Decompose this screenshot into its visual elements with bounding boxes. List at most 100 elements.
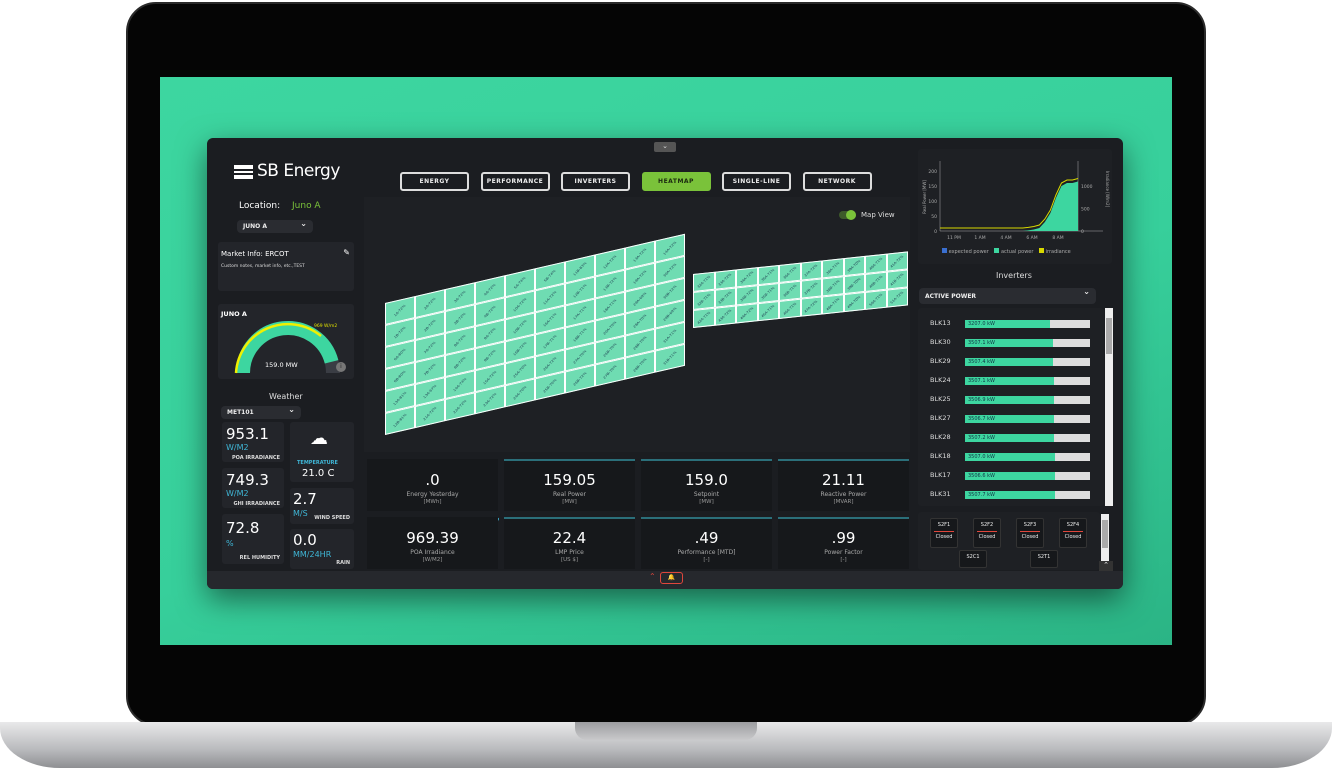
heatmap-tile[interactable]: 46A-71% xyxy=(779,298,801,319)
x-tick: 1 AM xyxy=(974,235,985,241)
weather-station-select[interactable]: MET101 xyxy=(221,405,301,419)
inverter-row[interactable]: BLK29 3507.4 kW xyxy=(930,357,1105,376)
legend-expected-swatch xyxy=(942,248,947,253)
heatmap-tile[interactable]: 39B-70% xyxy=(843,273,865,295)
inverter-row[interactable]: BLK18 3507.0 kW xyxy=(930,452,1105,471)
heatmap-tile[interactable]: 38B-71% xyxy=(822,276,844,297)
inverter-bar: 3506.7 kW xyxy=(965,415,1090,423)
inverter-row[interactable]: BLK30 3507.1 kW xyxy=(930,338,1105,357)
legend-irradiance-swatch xyxy=(1039,248,1045,253)
heatmap-tile[interactable]: 32A-71% xyxy=(693,271,715,292)
inverter-row[interactable]: BLK24 3507.1 kW xyxy=(930,376,1105,395)
info-icon[interactable]: i xyxy=(336,362,346,372)
inverter-name: BLK25 xyxy=(930,395,951,403)
tile-label: 30B-72% xyxy=(662,284,678,300)
heatmap-tile[interactable]: 47A-72% xyxy=(800,296,822,317)
location-select[interactable]: JUNO A xyxy=(237,219,313,233)
heatmap-tile[interactable]: 49A-70% xyxy=(843,291,865,313)
kpi-value: 21.11 xyxy=(822,471,865,489)
inverter-row[interactable]: BLK17 3506.6 kW xyxy=(930,471,1105,490)
cloud-icon: ☁ xyxy=(310,428,328,449)
tab-network[interactable]: NETWORK xyxy=(802,172,872,191)
breaker-s2c1[interactable]: S2C1 xyxy=(959,550,987,568)
heatmap-tile[interactable]: 40B-71% xyxy=(865,271,887,292)
breaker-switch-icon xyxy=(1063,531,1083,534)
kpi-label: Energy Yesterday xyxy=(406,491,459,498)
inverter-name: BLK29 xyxy=(930,357,951,365)
tab-heatmap[interactable]: HEATMAP xyxy=(641,172,711,191)
heatmap-tile[interactable]: 37B-72% xyxy=(800,278,822,299)
heatmap-tile[interactable]: 40A-71% xyxy=(865,253,887,274)
heatmap-tile[interactable]: 32B-71% xyxy=(693,289,715,310)
breaker-s2f2[interactable]: S2F2 Closed xyxy=(973,518,1001,548)
kpi-value: 22.4 xyxy=(552,529,587,547)
breaker-s2f1[interactable]: S2F1 Closed xyxy=(930,518,958,548)
heatmap-tile[interactable]: 39A-70% xyxy=(843,255,865,277)
inverter-metric-select[interactable]: ACTIVE POWER xyxy=(919,287,1096,304)
heatmap-tile[interactable]: 38A-71% xyxy=(822,258,844,279)
heatmap-tile[interactable]: 35B-71% xyxy=(757,282,779,304)
inverter-row[interactable]: BLK28 3507.2 kW xyxy=(930,433,1105,452)
inverter-row[interactable]: BLK31 3507.7 kW xyxy=(930,490,1105,509)
collapse-top-button[interactable]: ⌄ xyxy=(654,142,676,152)
heatmap-tile[interactable]: 51A-72% xyxy=(886,287,908,308)
power-gauge xyxy=(234,321,340,374)
kpi-card: .99 Power Factor [-] xyxy=(778,517,909,569)
heatmap-tile[interactable]: 41A-72% xyxy=(886,251,908,272)
heatmap-tile[interactable]: 41B-72% xyxy=(886,269,908,290)
inverter-row[interactable]: BLK13 3207.0 kW xyxy=(930,319,1105,338)
inverter-row[interactable]: BLK27 3506.7 kW xyxy=(930,414,1105,433)
heatmap-tile[interactable]: 50A-71% xyxy=(865,289,887,310)
inverter-name: BLK30 xyxy=(930,338,951,346)
tile-label: 12B-81% xyxy=(392,412,408,429)
inverter-list-scrollbar[interactable] xyxy=(1105,308,1113,506)
inverter-value: 3507.7 kW xyxy=(965,491,1055,499)
breaker-panel-scrollbar[interactable] xyxy=(1101,514,1109,562)
breaker-name: S2T1 xyxy=(1037,554,1051,560)
laptop-notch xyxy=(575,722,757,740)
edit-icon[interactable]: ✎ xyxy=(343,248,350,257)
tab-performance[interactable]: PERFORMANCE xyxy=(480,172,550,191)
tile-label: 12A-72% xyxy=(602,254,618,270)
tile-label: 29A-69% xyxy=(632,291,648,307)
logo-icon xyxy=(234,165,253,179)
heatmap-tile[interactable]: 34A-72% xyxy=(736,267,758,288)
heatmap-tile[interactable]: 36B-71% xyxy=(779,280,801,301)
heatmap-tile[interactable]: 36A-71% xyxy=(779,262,801,283)
wind-value: 2.7 xyxy=(293,490,317,508)
tab-single-line[interactable]: SINGLE-LINE xyxy=(722,172,791,191)
gauge-site: JUNO A xyxy=(221,310,247,318)
tile-label: 51A-72% xyxy=(889,290,905,305)
heatmap-tile[interactable]: 43A-72% xyxy=(714,305,736,326)
kpi-value: 159.0 xyxy=(685,471,728,489)
legend-irradiance: irradiance xyxy=(1045,249,1071,255)
inverter-bar: 3507.7 kW xyxy=(965,491,1090,499)
tab-energy[interactable]: ENERGY xyxy=(400,172,469,191)
expand-up-icon[interactable]: ⌃ xyxy=(649,572,656,581)
scroll-up-button[interactable]: ⌃ xyxy=(1099,561,1113,571)
heatmap-tile[interactable]: 35A-71% xyxy=(757,264,779,286)
tab-inverters[interactable]: INVERTERS xyxy=(561,172,630,191)
inverter-row[interactable]: BLK25 3506.9 kW xyxy=(930,395,1105,414)
map-view-toggle[interactable] xyxy=(839,210,856,220)
tile-label: 25B-70% xyxy=(542,378,558,394)
heatmap-tile[interactable]: 48A-71% xyxy=(822,294,844,315)
tile-label: 15A-72% xyxy=(482,370,498,386)
breaker-s2f4[interactable]: S2F4 Closed xyxy=(1059,518,1087,548)
inverter-value: 3507.4 kW xyxy=(965,358,1053,366)
heatmap-tile[interactable]: 33B-72% xyxy=(714,287,736,308)
breaker-s2f3[interactable]: S2F3 Closed xyxy=(1016,518,1044,548)
rain-unit: MM/24HR xyxy=(293,550,332,559)
heatmap-tile[interactable]: 44A-72% xyxy=(736,303,758,324)
tile-label: 19A-72% xyxy=(632,269,648,285)
heatmap-tile[interactable]: 45A-71% xyxy=(757,300,779,322)
breaker-s2t1[interactable]: S2T1 xyxy=(1030,550,1058,568)
inverter-value: 3507.1 kW xyxy=(965,377,1054,385)
alarm-bell-button[interactable]: 🔔 xyxy=(660,572,683,584)
heatmap-tile[interactable]: 42A-71% xyxy=(693,307,715,328)
heatmap-tile[interactable]: 33A-72% xyxy=(714,269,736,290)
tile-label: 23A-72% xyxy=(482,392,498,408)
heatmap-tile[interactable]: 37A-72% xyxy=(800,260,822,281)
poa-label: POA IRRADIANCE xyxy=(232,455,280,461)
heatmap-tile[interactable]: 34B-72% xyxy=(736,285,758,306)
